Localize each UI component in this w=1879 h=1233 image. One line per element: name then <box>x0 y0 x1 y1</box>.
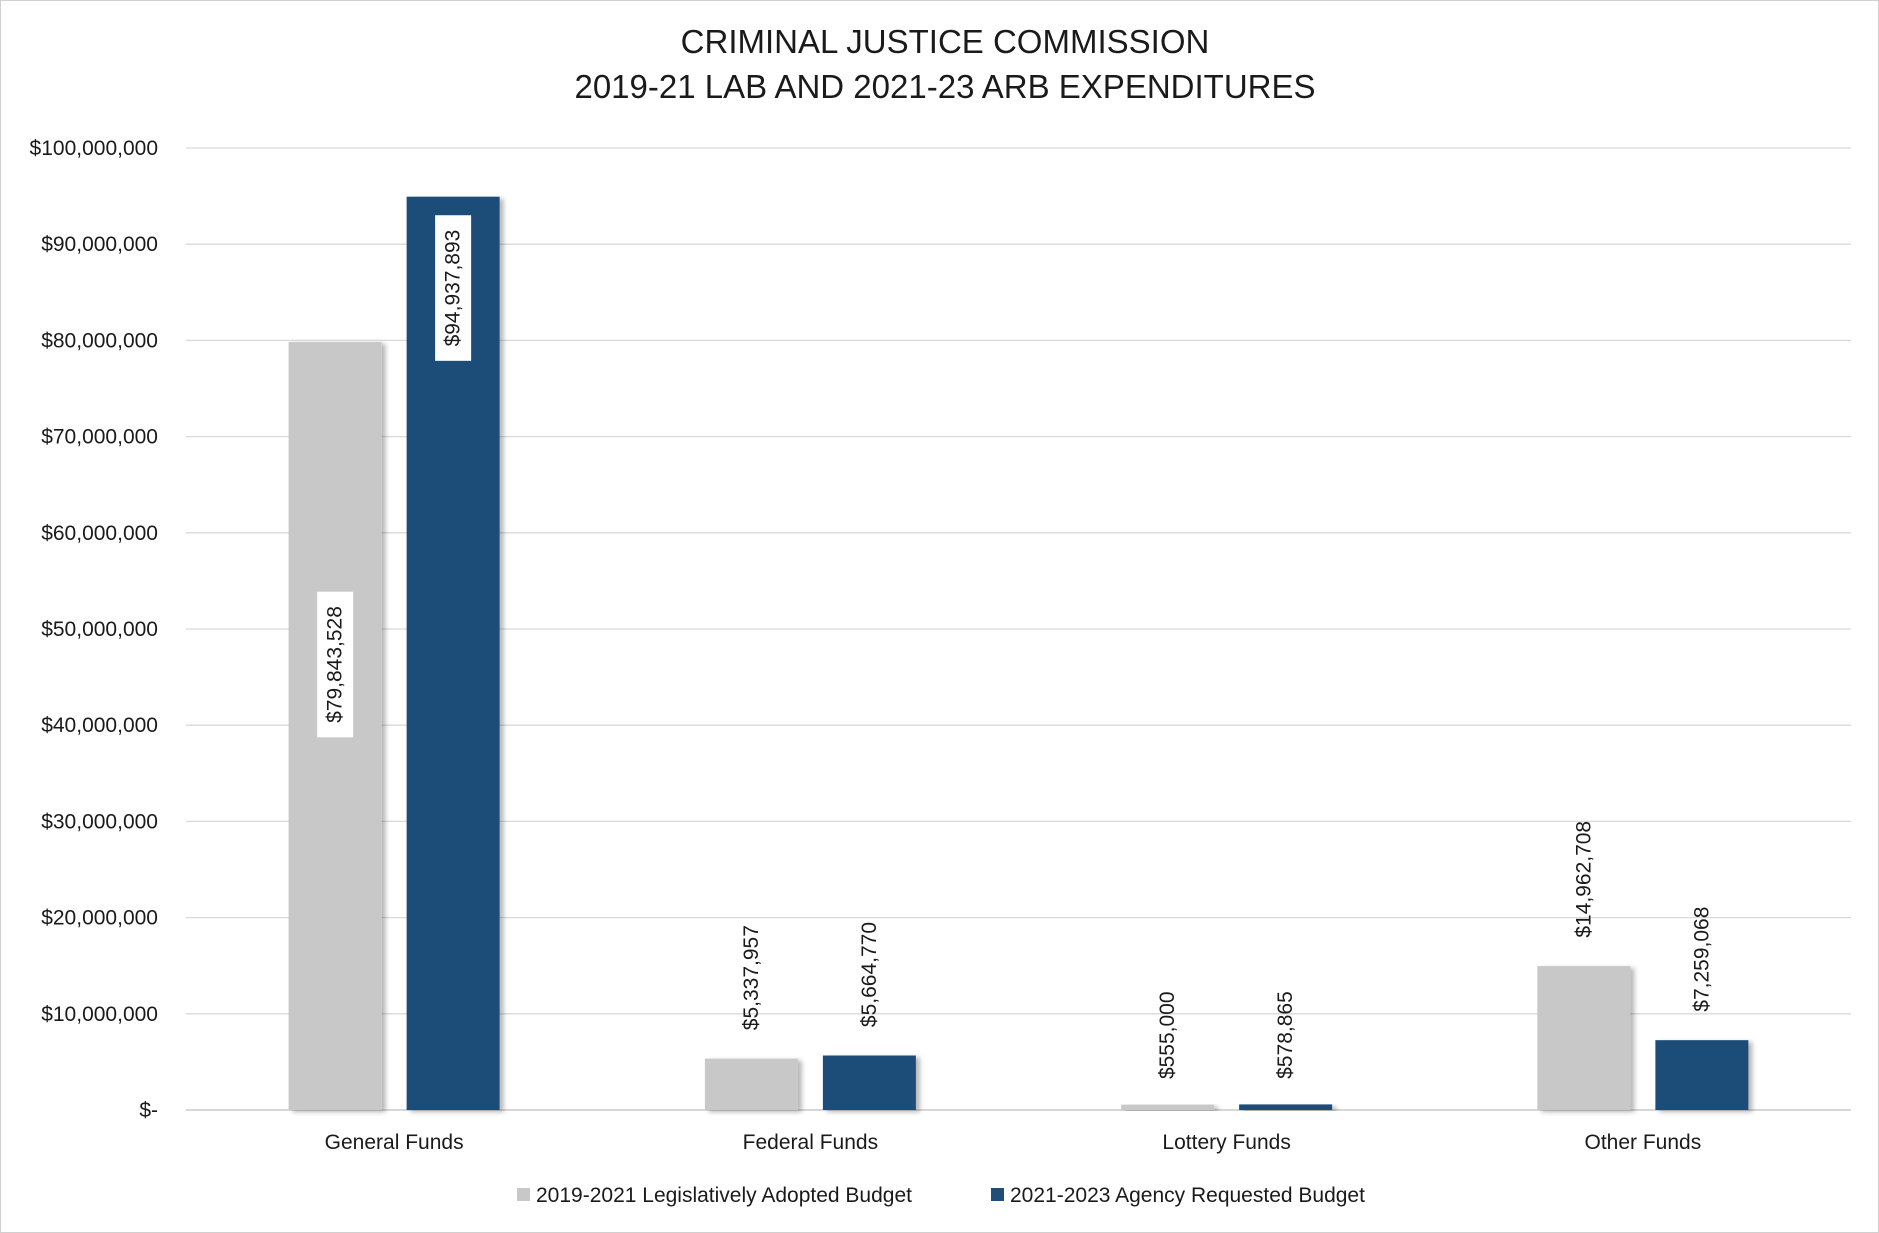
data-label: $5,337,957 <box>740 925 763 1030</box>
chart-title-line-1: CRIMINAL JUSTICE COMMISSION <box>681 23 1210 60</box>
y-tick-label: $- <box>139 1099 158 1122</box>
bar-lab-1 <box>704 1058 798 1110</box>
legend-swatch-lab <box>517 1188 530 1201</box>
y-tick-label: $10,000,000 <box>41 1003 158 1026</box>
legend: 2019-2021 Legislatively Adopted Budget 20… <box>517 1184 1365 1207</box>
data-label: $94,937,893 <box>442 230 465 347</box>
x-tick-label: Federal Funds <box>743 1131 878 1154</box>
legend-swatch-arb <box>991 1188 1004 1201</box>
y-tick-label: $100,000,000 <box>30 137 158 160</box>
y-tick-label: $50,000,000 <box>41 618 158 641</box>
data-label: $5,664,770 <box>858 922 881 1027</box>
bar-arb-3 <box>1655 1040 1749 1110</box>
legend-label-arb: 2021-2023 Agency Requested Budget <box>1010 1184 1365 1207</box>
data-label: $7,259,068 <box>1690 907 1713 1012</box>
data-label: $578,865 <box>1274 991 1297 1079</box>
bar-lab-3 <box>1537 966 1631 1110</box>
y-tick-label: $90,000,000 <box>41 233 158 256</box>
y-tick-label: $30,000,000 <box>41 810 158 833</box>
y-tick-label: $60,000,000 <box>41 522 158 545</box>
y-tick-label: $70,000,000 <box>41 426 158 449</box>
x-tick-label: Lottery Funds <box>1162 1131 1290 1154</box>
x-axis: General Funds Federal Funds Lottery Funds O… <box>325 1131 1702 1154</box>
x-tick-label: General Funds <box>325 1131 464 1154</box>
y-tick-label: $40,000,000 <box>41 714 158 737</box>
x-tick-label: Other Funds <box>1585 1131 1702 1154</box>
y-axis: $- $10,000,000 $20,000,000 $30,000,000 $40,0… <box>30 137 158 1122</box>
data-label-box <box>317 591 354 738</box>
bar-lab-2 <box>1121 1104 1215 1110</box>
data-label-box <box>435 215 472 361</box>
y-tick-label: $80,000,000 <box>41 329 158 352</box>
data-label: $555,000 <box>1156 991 1179 1079</box>
data-label: $14,962,708 <box>1572 821 1595 938</box>
legend-label-lab: 2019-2021 Legislatively Adopted Budget <box>536 1184 912 1207</box>
y-tick-label: $20,000,000 <box>41 907 158 930</box>
bar-arb-1 <box>822 1055 916 1110</box>
bar-arb-2 <box>1239 1104 1333 1110</box>
bars: $79,843,528 $94,937,893 $5,337,957 $5,664,7… <box>288 196 1749 1111</box>
data-label: $79,843,528 <box>324 606 347 723</box>
chart-title-line-2: 2019-21 LAB AND 2021-23 ARB EXPENDITURES <box>574 68 1315 105</box>
